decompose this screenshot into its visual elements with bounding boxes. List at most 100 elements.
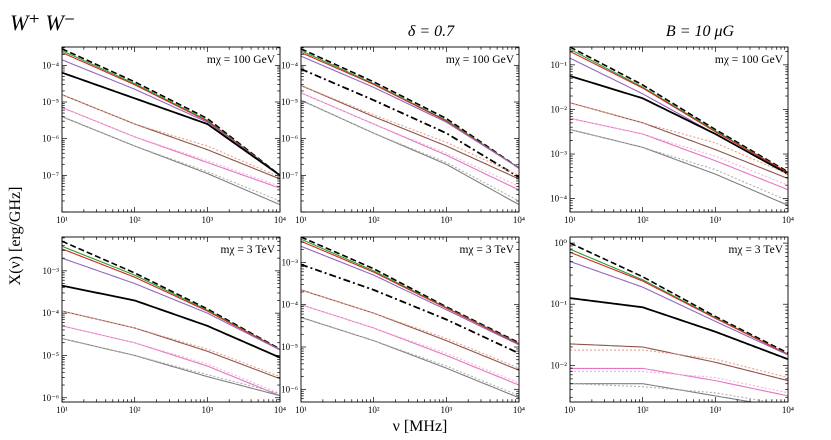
series-line-green <box>301 50 519 169</box>
series-line-green <box>62 50 280 176</box>
x-tick-label: 10³ <box>709 215 721 225</box>
series-line-purple <box>301 245 519 346</box>
y-tick-label: 10⁰ <box>554 238 567 248</box>
series-line-total <box>301 263 519 355</box>
series-line-gray <box>301 316 519 399</box>
panel-6: 10¹ 10² 10³ 10⁴ 10⁻² 10⁻¹ 10⁰ mχ = 3 TeV <box>551 236 794 415</box>
y-tick-label: 10⁻⁶ <box>42 393 59 403</box>
series-line-pink-dotted <box>570 370 788 394</box>
axes-frame <box>300 236 520 403</box>
panel-4: 10¹ 10² 10³ 10⁴ 10⁻⁶ 10⁻⁵ 10⁻⁴ 10⁻³ mχ = 3 TeV <box>42 236 286 415</box>
series-line-pink <box>301 92 519 191</box>
y-tick-label: 10⁻⁴ <box>550 194 567 204</box>
series-line-gray <box>62 338 280 397</box>
mass-label: mχ = 100 GeV <box>715 54 784 66</box>
x-tick-label: 10² <box>129 215 141 225</box>
series-line-purple <box>570 260 788 356</box>
series-line-gray <box>570 383 755 402</box>
panel-1: 10¹ 10² 10³ 10⁴ 10⁻⁷ 10⁻⁶ 10⁻⁵ 10⁻⁴ mχ = 100 GeV <box>42 46 286 225</box>
column-title-2: δ = 0.7 <box>408 23 455 40</box>
mass-label: mχ = 100 GeV <box>446 54 515 66</box>
series-line-total <box>62 284 280 359</box>
y-tick-label: 10⁻⁷ <box>42 170 59 180</box>
series-line-red <box>62 248 280 351</box>
series-line-total <box>62 71 280 177</box>
series-line-brown-dotted <box>301 289 519 369</box>
series-line-pink-dotted <box>301 92 519 187</box>
x-tick-label: 10¹ <box>56 405 68 415</box>
series-line-brown-dotted <box>570 349 788 379</box>
series-line-reference <box>62 240 280 350</box>
series-line-red <box>570 50 788 174</box>
x-tick-label: 10⁴ <box>274 215 286 225</box>
series-line-pink <box>301 304 519 386</box>
series-line-gray-dotted <box>62 116 280 202</box>
series-line-total <box>570 297 788 361</box>
column-title-3: B = 10 μG <box>666 23 735 40</box>
x-tick-label: 10³ <box>201 215 213 225</box>
series-group <box>301 48 519 206</box>
series-line-brown-dotted <box>301 84 519 176</box>
x-tick-label: 10³ <box>709 405 721 415</box>
series-line-purple <box>301 55 519 169</box>
series-line-gray <box>62 116 280 206</box>
x-tick-label: 10³ <box>201 405 213 415</box>
series-line-gray <box>570 128 788 206</box>
axes-frame <box>61 46 281 213</box>
axes-frame <box>569 46 789 213</box>
x-tick-label: 10⁴ <box>274 405 286 415</box>
y-tick-label: 10⁻³ <box>282 257 299 267</box>
series-line-brown <box>62 310 280 380</box>
x-tick-label: 10² <box>637 405 649 415</box>
series-group <box>570 47 788 206</box>
series-line-gray-dotted <box>301 316 519 397</box>
series-line-brown <box>570 343 788 382</box>
series-line-total <box>570 75 788 175</box>
y-tick-label: 10⁻⁴ <box>281 300 298 310</box>
process-label: W⁺ W⁻ <box>10 10 75 35</box>
series-line-reference <box>570 242 788 354</box>
x-tick-label: 10⁴ <box>782 405 794 415</box>
y-tick-label: 10⁻⁴ <box>42 308 59 318</box>
y-tick-label: 10⁻⁵ <box>281 97 298 107</box>
series-line-pink-dotted <box>62 106 280 187</box>
series-line-reference <box>301 237 519 344</box>
x-tick-label: 10⁴ <box>513 215 525 225</box>
x-tick-label: 10³ <box>440 405 452 415</box>
x-tick-label: 10¹ <box>295 215 307 225</box>
series-line-red <box>570 251 788 355</box>
x-axis-label: ν [MHz] <box>393 418 448 435</box>
y-tick-label: 10⁻¹ <box>551 60 568 70</box>
x-tick-label: 10² <box>637 215 649 225</box>
series-line-brown <box>301 84 519 180</box>
series-line-red <box>62 51 280 176</box>
series-line-pink-dotted <box>301 304 519 384</box>
mass-label: mχ = 3 TeV <box>459 244 514 256</box>
series-line-purple <box>62 257 280 351</box>
series-line-reference <box>570 47 788 173</box>
panel-5: 10¹ 10² 10³ 10⁴ 10⁻⁶ 10⁻⁵ 10⁻⁴ 10⁻³ mχ = 3 TeV <box>281 236 525 415</box>
y-tick-label: 10⁻⁵ <box>42 97 59 107</box>
y-axis-label: X(ν) [erg/GHz] <box>7 187 24 286</box>
series-line-brown <box>62 94 280 180</box>
series-line-pink-dotted <box>570 117 788 186</box>
series-line-pink <box>62 106 280 189</box>
series-line-gray <box>301 99 519 206</box>
mass-label: mχ = 100 GeV <box>207 54 276 66</box>
series-line-gray-dotted <box>570 383 774 402</box>
series-group <box>62 240 280 397</box>
series-line-reference <box>62 48 280 176</box>
series-group <box>301 237 519 399</box>
y-tick-label: 10⁻⁷ <box>281 170 298 180</box>
y-tick-label: 10⁻⁶ <box>281 134 298 144</box>
series-line-brown <box>301 289 519 371</box>
y-tick-label: 10⁻⁵ <box>42 350 59 360</box>
y-tick-label: 10⁻⁵ <box>281 342 298 352</box>
x-tick-label: 10¹ <box>564 405 576 415</box>
series-group <box>570 242 788 402</box>
y-tick-label: 10⁻⁶ <box>42 134 59 144</box>
y-tick-label: 10⁻⁴ <box>42 60 59 70</box>
series-line-brown-dotted <box>570 102 788 175</box>
x-tick-label: 10⁴ <box>513 405 525 415</box>
y-tick-label: 10⁻² <box>551 104 568 114</box>
